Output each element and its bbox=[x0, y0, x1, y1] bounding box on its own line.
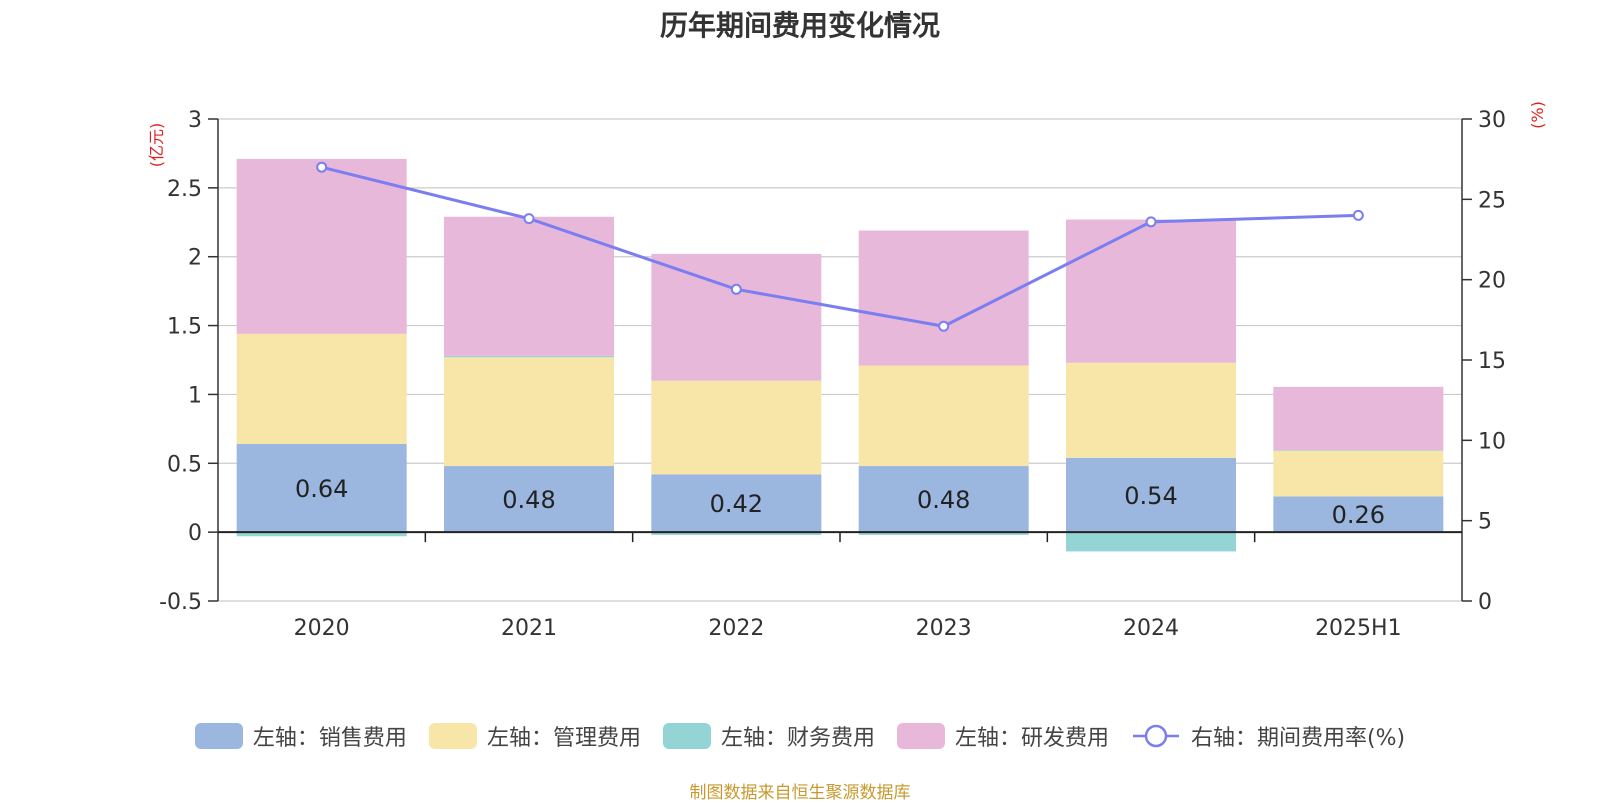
right-axis-tick-label: 10 bbox=[1478, 429, 1506, 454]
left-axis-tick-label: 0 bbox=[188, 521, 202, 546]
left-axis-tick-label: 0.5 bbox=[167, 452, 202, 477]
bar-segment bbox=[1273, 386, 1444, 451]
legend-item-rate[interactable]: 右轴：期间费用率(%) bbox=[1131, 720, 1405, 752]
left-axis-tick-label: 3 bbox=[188, 108, 202, 133]
category-label: 2021 bbox=[501, 616, 557, 641]
category-label: 2024 bbox=[1123, 616, 1179, 641]
bar-data-label: 0.48 bbox=[917, 486, 970, 514]
legend-swatch-finance bbox=[662, 723, 711, 749]
legend-swatch-admin bbox=[428, 723, 477, 749]
legend-label-finance: 左轴：财务费用 bbox=[720, 726, 875, 751]
bar-segment bbox=[1273, 496, 1444, 533]
rate-point bbox=[730, 283, 742, 295]
bar-segment bbox=[444, 357, 614, 467]
left-axis-tick-label: -0.5 bbox=[159, 590, 202, 615]
chart-title: 历年期间费用变化情况 bbox=[659, 9, 940, 42]
category-label: 2022 bbox=[708, 616, 764, 641]
right-axis-tick-label: 5 bbox=[1478, 510, 1492, 535]
left-axis-tick-label: 2 bbox=[188, 246, 202, 271]
bar-segment bbox=[1273, 450, 1444, 451]
left-axis-unit: (亿元) bbox=[147, 123, 166, 168]
legend-swatch-rnd bbox=[896, 723, 945, 749]
bar-segment bbox=[651, 253, 822, 381]
bar-segment bbox=[651, 380, 822, 475]
bar-segment bbox=[1066, 219, 1236, 363]
bar-data-label: 0.26 bbox=[1332, 501, 1385, 529]
legend-swatch-sales bbox=[194, 723, 243, 749]
category-label: 2023 bbox=[916, 616, 972, 641]
axes: 3 2.5 2 1.5 1 0.5 0 -0.5 30 25 20 15 10 5 0 2020 2021 202… bbox=[159, 108, 1506, 641]
left-axis-tick-label: 1.5 bbox=[167, 315, 202, 340]
bar-segment bbox=[1066, 362, 1236, 458]
bar-data-label: 0.42 bbox=[710, 490, 763, 518]
bar-segment bbox=[1066, 532, 1236, 552]
bar-segment bbox=[651, 474, 822, 533]
left-axis-tick-label: 2.5 bbox=[167, 177, 202, 202]
legend-item-admin[interactable]: 左轴：管理费用 bbox=[428, 720, 641, 752]
right-axis-tick-label: 20 bbox=[1478, 269, 1506, 294]
chart-svg: 3 2.5 2 1.5 1 0.5 0 -0.5 30 25 20 15 10 5 0 2020 2021 202… bbox=[147, 101, 1547, 641]
rate-point bbox=[938, 320, 950, 332]
legend-line-marker-icon bbox=[1132, 724, 1179, 748]
bar-segment bbox=[858, 230, 1029, 366]
right-axis-tick-label: 15 bbox=[1478, 349, 1506, 374]
rate-line bbox=[316, 161, 1364, 332]
bar-segment bbox=[236, 444, 407, 533]
left-axis-tick-label: 1 bbox=[188, 383, 202, 408]
bar-segment bbox=[444, 466, 614, 533]
bar-segment bbox=[236, 532, 407, 537]
legend-label-sales: 左轴：销售费用 bbox=[252, 726, 407, 751]
legend-item-rnd[interactable]: 左轴：研发费用 bbox=[896, 720, 1109, 752]
right-axis-tick-label: 30 bbox=[1478, 108, 1506, 133]
right-axis-tick-label: 25 bbox=[1478, 188, 1506, 213]
source-note: 制图数据来自恒生聚源数据库 bbox=[689, 783, 911, 803]
bar-data-label: 0.54 bbox=[1124, 482, 1177, 510]
bar-segment bbox=[236, 158, 407, 334]
legend-item-finance[interactable]: 左轴：财务费用 bbox=[662, 720, 875, 752]
legend-label-rnd: 左轴：研发费用 bbox=[954, 726, 1109, 751]
bar-segment bbox=[444, 355, 614, 358]
data-labels: 0.64 0.48 0.42 0.48 0.54 0.26 bbox=[295, 475, 1385, 529]
bar-segment bbox=[236, 333, 407, 445]
bar-segment bbox=[651, 532, 822, 535]
category-label: 2020 bbox=[294, 616, 350, 641]
bar-segment bbox=[1066, 457, 1236, 533]
rate-point bbox=[1145, 216, 1157, 228]
rate-point bbox=[523, 213, 535, 225]
legend: 左轴：销售费用 左轴：管理费用 左轴：财务费用 左轴：研发费用 右轴：期间费用率… bbox=[0, 720, 1600, 752]
bar-data-label: 0.48 bbox=[502, 486, 555, 514]
bar-segment bbox=[444, 216, 614, 356]
right-axis-tick-label: 0 bbox=[1478, 590, 1492, 615]
category-label: 2025H1 bbox=[1315, 616, 1402, 641]
rate-line-path bbox=[321, 165, 1359, 328]
bar-segment bbox=[858, 466, 1029, 533]
bar-segment bbox=[858, 532, 1029, 535]
legend-label-rate: 右轴：期间费用率(%) bbox=[1190, 726, 1406, 751]
legend-item-sales[interactable]: 左轴：销售费用 bbox=[194, 720, 407, 752]
rate-point bbox=[316, 161, 328, 173]
bar-data-label: 0.64 bbox=[295, 475, 348, 503]
right-axis-unit: (%) bbox=[1528, 101, 1547, 129]
rate-point bbox=[1352, 209, 1364, 221]
legend-label-admin: 左轴：管理费用 bbox=[486, 726, 641, 751]
bar-segment bbox=[858, 365, 1029, 467]
bar-groups bbox=[236, 158, 1444, 552]
bar-segment bbox=[1273, 450, 1444, 497]
